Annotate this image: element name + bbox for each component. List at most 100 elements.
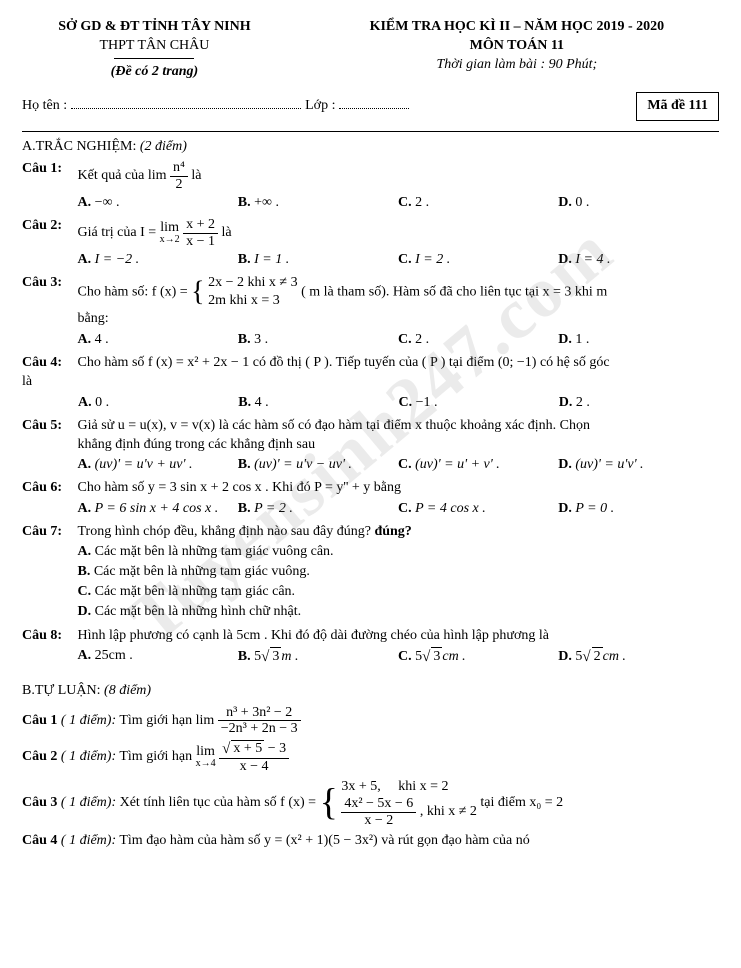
q1-lim: lim [148, 169, 167, 183]
header-right: KIỂM TRA HỌC KÌ II – NĂM HỌC 2019 - 2020… [315, 18, 719, 82]
q8-opt-b-rad: 3 [270, 647, 281, 667]
b2-pts: ( 1 điểm): [61, 750, 116, 765]
dept-line: SỞ GD & ĐT TỈNH TÂY NINH [22, 18, 287, 37]
name-label: Họ tên : [22, 97, 67, 116]
question-4: Câu 4: Cho hàm số f (x) = x² + 2x − 1 có… [22, 354, 719, 413]
q1-opt-b: +∞ . [254, 195, 279, 210]
q8-opt-c-post: cm . [442, 649, 465, 664]
q5-opt-d: (uv)' = u'v' . [575, 457, 643, 472]
q8-text1: Hình lập phương có cạnh là 5cm . Khi đó … [78, 628, 549, 643]
q6-opt-b: P = 2 . [254, 501, 293, 516]
b2-label: Câu 2 [22, 750, 57, 765]
q5-text2: khẳng định đúng trong các khẳng định sau [78, 436, 719, 455]
section-a-points: (2 điểm) [140, 139, 187, 154]
essay-4: Câu 4 ( 1 điểm): Tìm đạo hàm của hàm số … [22, 832, 719, 851]
q4-label: Câu 4: [22, 354, 74, 373]
q8-opt-b-post: m . [281, 649, 298, 664]
q3-piecewise: 2x − 2 khi x ≠ 3 2m khi x = 3 [208, 274, 297, 310]
q2-opt-c: I = 2 . [415, 252, 450, 267]
q8-opt-d-rad: 2 [592, 647, 603, 667]
b3-piecewise: 3x + 5, khi x = 2 4x² − 5x − 6x − 2 , kh… [341, 778, 477, 828]
q1-label: Câu 1: [22, 160, 74, 179]
exam-code-box: Mã đề 111 [636, 92, 719, 121]
q4-opt-a: 0 . [95, 395, 109, 410]
q7-opt-d: Các mặt bên là những hình chữ nhật. [95, 604, 301, 619]
b1-pts: ( 1 điểm): [61, 713, 116, 728]
exam-page: Tuyensinh247.com SỞ GD & ĐT TỈNH TÂY NIN… [22, 18, 719, 851]
section-b-title: B.TỰ LUẬN: (8 điểm) [22, 682, 719, 701]
q2-opt-d: I = 4 . [575, 252, 610, 267]
q1-text1: Kết quả của [78, 169, 148, 184]
class-field[interactable] [339, 94, 409, 109]
q5-opt-b: (uv)' = u'v − uv' . [254, 457, 352, 472]
class-label: Lớp : [305, 97, 335, 116]
question-5: Câu 5: Giả sử u = u(x), v = v(x) là các … [22, 417, 719, 476]
q4-opt-d: 2 . [576, 395, 590, 410]
b4-pts: ( 1 điểm): [61, 833, 116, 848]
brace-icon: { [191, 276, 204, 307]
q3-text1: Cho hàm số: f (x) = [78, 284, 192, 299]
b1-label: Câu 1 [22, 713, 57, 728]
q1-opt-d: 0 . [575, 195, 589, 210]
b1-frac: n³ + 3n² − 2 −2n³ + 2n − 3 [218, 705, 301, 737]
q3-opt-d: 1 . [575, 332, 589, 347]
q5-opt-c: (uv)' = u' + v' . [415, 457, 500, 472]
q8-opt-d-post: cm . [603, 649, 626, 664]
q5-opt-a: (uv)' = u'v + uv' . [95, 457, 193, 472]
q2-frac: x + 2 x − 1 [183, 217, 218, 249]
q7-options: A. Các mặt bên là những tam giác vuông c… [78, 543, 719, 622]
section-a-title: A.TRẮC NGHIỆM: (2 điểm) [22, 138, 719, 157]
b1-text1: Tìm giới hạn lim [119, 713, 217, 728]
essay-1: Câu 1 ( 1 điểm): Tìm giới hạn lim n³ + 3… [22, 705, 719, 737]
b4-label: Câu 4 [22, 833, 57, 848]
name-row: Họ tên : Lớp : Mã đề 111 [22, 92, 719, 121]
q2-text2: là [222, 225, 232, 240]
section-b-label: B.TỰ LUẬN: [22, 683, 101, 698]
q4-text1: Cho hàm số f (x) = x² + 2x − 1 có đồ thị… [78, 355, 610, 370]
question-1: Câu 1: Kết quả của lim n⁴ 2 là A. −∞ . B… [22, 160, 719, 213]
name-field[interactable] [71, 94, 301, 109]
q8-label: Câu 8: [22, 627, 74, 646]
b2-frac: √x + 5 − 3 x − 4 [219, 740, 289, 774]
time-line: Thời gian làm bài : 90 Phút; [315, 56, 719, 75]
q7-label: Câu 7: [22, 523, 74, 542]
q1-body: Kết quả của lim n⁴ 2 là A. −∞ . B. +∞ . … [78, 160, 719, 213]
section-a-label: A.TRẮC NGHIỆM: [22, 139, 136, 154]
q6-opt-a: P = 6 sin x + 4 cos x . [95, 501, 219, 516]
q3-opt-c: 2 . [415, 332, 429, 347]
divider [22, 131, 719, 132]
q1-opt-a: −∞ . [95, 195, 120, 210]
question-6: Câu 6: Cho hàm số y = 3 sin x + 2 cos x … [22, 479, 719, 519]
q3-opt-a: 4 . [95, 332, 109, 347]
b2-lim: limx→4 [196, 745, 216, 769]
q3-label: Câu 3: [22, 274, 74, 293]
q2-label: Câu 2: [22, 217, 74, 236]
q2-text1: Giá trị của I = [78, 225, 160, 240]
header-left-rule [114, 58, 194, 59]
q1-frac: n⁴ 2 [170, 160, 188, 192]
essay-2: Câu 2 ( 1 điểm): Tìm giới hạn limx→4 √x … [22, 740, 719, 774]
q1-text2: là [191, 169, 201, 184]
header: SỞ GD & ĐT TỈNH TÂY NINH THPT TÂN CHÂU (… [22, 18, 719, 82]
question-3: Câu 3: Cho hàm số: f (x) = { 2x − 2 khi … [22, 274, 719, 350]
q6-label: Câu 6: [22, 479, 74, 498]
q8-opt-c-rad: 3 [431, 647, 442, 667]
b3-pts: ( 1 điểm): [61, 795, 116, 810]
q7-text1: Trong hình chóp đều, khẳng định nào sau … [78, 524, 371, 539]
subject-line: MÔN TOÁN 11 [315, 37, 719, 56]
b3-label: Câu 3 [22, 795, 57, 810]
section-b-points: (8 điểm) [104, 683, 151, 698]
q5-text1: Giả sử u = u(x), v = v(x) là các hàm số … [78, 418, 590, 433]
essay-3: Câu 3 ( 1 điểm): Xét tính liên tục của h… [22, 778, 719, 828]
q2-opt-b: I = 1 . [254, 252, 289, 267]
brace-icon: { [320, 782, 338, 824]
q7-opt-a: Các mặt bên là những tam giác vuông cân. [95, 544, 334, 559]
q4-opt-b: 4 . [255, 395, 269, 410]
q2-opt-a: I = −2 . [95, 252, 140, 267]
q3-text2: ( m là tham số). Hàm số đã cho liên tục … [301, 284, 607, 299]
b3-text1: Xét tính liên tục của hàm số f (x) = [120, 795, 320, 810]
b2-text1: Tìm giới hạn [119, 750, 195, 765]
question-8: Câu 8: Hình lập phương có cạnh là 5cm . … [22, 627, 719, 668]
school-line: THPT TÂN CHÂU [22, 37, 287, 56]
pages-note: (Đề có 2 trang) [22, 63, 287, 82]
